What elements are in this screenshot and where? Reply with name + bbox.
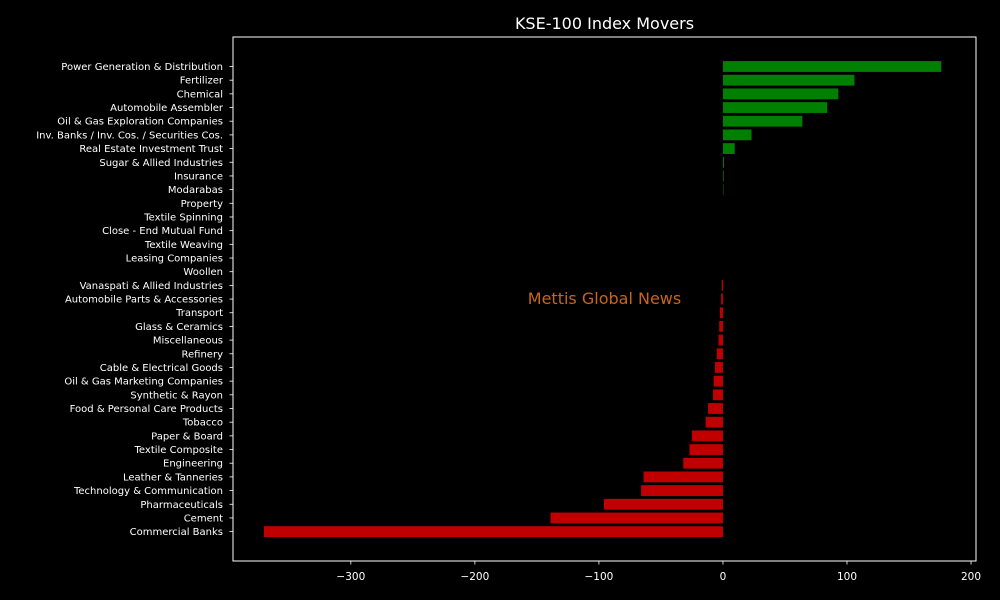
bar bbox=[705, 416, 723, 428]
category-label: Engineering bbox=[163, 459, 223, 470]
category-label: Fertilizer bbox=[180, 76, 224, 87]
bar bbox=[641, 485, 723, 496]
category-label: Textile Composite bbox=[134, 445, 223, 456]
bar bbox=[716, 348, 723, 360]
category-label: Commercial Banks bbox=[130, 527, 223, 538]
bar bbox=[691, 430, 723, 442]
bar bbox=[708, 403, 723, 414]
bar bbox=[718, 334, 723, 346]
category-label: Automobile Assembler bbox=[110, 103, 224, 114]
category-label: Tobacco bbox=[182, 418, 223, 429]
x-tick-label: −100 bbox=[584, 571, 613, 583]
bar bbox=[722, 129, 752, 141]
bar bbox=[719, 307, 723, 319]
x-tick-label: 200 bbox=[961, 571, 981, 583]
bar bbox=[643, 471, 723, 483]
category-label: Textile Weaving bbox=[144, 240, 223, 251]
category-label: Oil & Gas Marketing Companies bbox=[64, 377, 223, 388]
category-label: Cable & Electrical Goods bbox=[100, 363, 223, 374]
bar bbox=[722, 170, 724, 182]
category-label: Synthetic & Rayon bbox=[130, 390, 223, 401]
category-label: Leasing Companies bbox=[126, 254, 223, 265]
bar bbox=[713, 389, 723, 401]
category-labels: Power Generation & Distribution Fertilize… bbox=[36, 62, 233, 538]
x-tick-label: 100 bbox=[837, 571, 857, 583]
bar bbox=[721, 279, 723, 291]
bar bbox=[722, 156, 724, 168]
bar bbox=[722, 115, 803, 127]
category-label: Close - End Mutual Fund bbox=[102, 226, 223, 237]
category-label: Refinery bbox=[182, 349, 224, 360]
category-label: Automobile Parts & Accessories bbox=[65, 295, 223, 306]
bar bbox=[603, 498, 723, 510]
category-label: Textile Spinning bbox=[143, 212, 223, 223]
category-label: Real Estate Investment Trust bbox=[79, 144, 223, 155]
category-label: Chemical bbox=[177, 89, 223, 100]
category-label: Technology & Communication bbox=[73, 486, 223, 497]
bar bbox=[722, 74, 855, 86]
category-label: Oil & Gas Exploration Companies bbox=[57, 117, 223, 128]
bars-group bbox=[264, 61, 942, 538]
bar bbox=[264, 526, 723, 538]
category-label: Miscellaneous bbox=[153, 336, 223, 347]
category-label: Vanaspati & Allied Industries bbox=[80, 281, 223, 292]
bar bbox=[689, 444, 723, 455]
category-label: Power Generation & Distribution bbox=[61, 62, 223, 73]
x-tick-label: −200 bbox=[460, 571, 489, 583]
category-label: Paper & Board bbox=[151, 431, 223, 442]
category-label: Transport bbox=[175, 308, 223, 319]
category-label: Inv. Banks / Inv. Cos. / Securities Cos. bbox=[36, 130, 223, 141]
bar bbox=[722, 61, 942, 72]
bar bbox=[719, 321, 723, 332]
category-label: Food & Personal Care Products bbox=[70, 404, 223, 415]
x-tick-label: 0 bbox=[720, 571, 727, 583]
category-label: Property bbox=[181, 199, 223, 210]
bar bbox=[722, 143, 735, 154]
watermark-text: Mettis Global News bbox=[528, 289, 681, 308]
bar bbox=[713, 375, 723, 387]
category-label: Leather & Tanneries bbox=[123, 472, 223, 483]
bar bbox=[714, 362, 723, 373]
bar bbox=[550, 512, 723, 524]
bar bbox=[683, 457, 723, 469]
bar bbox=[722, 88, 839, 100]
x-axis-ticks: −300 −200 −100 0 100 200 bbox=[336, 561, 981, 583]
bar bbox=[722, 102, 828, 113]
category-label: Insurance bbox=[174, 171, 223, 182]
bar bbox=[721, 293, 723, 305]
chart-title: KSE-100 Index Movers bbox=[515, 14, 694, 33]
category-label: Pharmaceuticals bbox=[140, 500, 223, 511]
category-label: Woollen bbox=[183, 267, 223, 278]
x-tick-label: −300 bbox=[336, 571, 365, 583]
category-label: Glass & Ceramics bbox=[135, 322, 223, 333]
category-label: Sugar & Allied Industries bbox=[99, 158, 223, 169]
category-label: Modarabas bbox=[168, 185, 223, 196]
category-label: Cement bbox=[184, 513, 223, 524]
